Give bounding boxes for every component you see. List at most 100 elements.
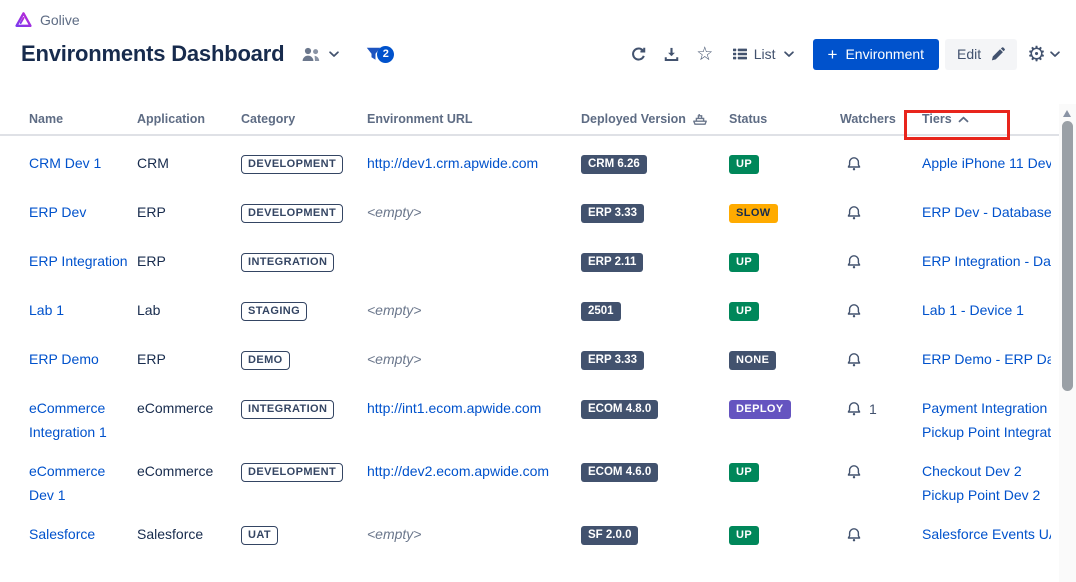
refresh-icon: [630, 46, 647, 63]
watch-button[interactable]: [846, 205, 869, 221]
deployed-version-badge[interactable]: ERP 2.11: [581, 252, 644, 272]
category-badge: STAGING: [241, 301, 308, 321]
favorite-button[interactable]: ☆: [692, 40, 718, 68]
watch-button[interactable]: [846, 352, 869, 368]
filter-button[interactable]: 2: [363, 44, 396, 65]
chevron-down-icon: [782, 47, 796, 61]
category-badge: UAT: [241, 525, 278, 545]
deployed-version-badge[interactable]: 2501: [581, 301, 621, 321]
environment-name-link[interactable]: eCommerce Dev 1: [29, 463, 106, 503]
deployed-version-badge[interactable]: ECOM 4.6.0: [581, 462, 659, 482]
dashboard-toolbar: Environments Dashboard 2: [0, 38, 1076, 70]
status-badge[interactable]: SLOW: [729, 203, 778, 223]
tier-link[interactable]: Pickup Point Integrati..: [922, 424, 1051, 440]
application-label: CRM: [137, 155, 169, 171]
watch-button[interactable]: 1: [846, 401, 877, 417]
deployed-version-badge[interactable]: SF 2.0.0: [581, 525, 639, 545]
tier-link[interactable]: ERP Demo - ERP Data..: [922, 351, 1051, 367]
pencil-icon: [990, 46, 1006, 62]
plus-icon: +: [827, 44, 838, 64]
environment-url-link[interactable]: http://dev1.crm.apwide.com: [367, 155, 539, 171]
new-environment-button[interactable]: + Environment: [812, 38, 940, 70]
environment-name-link[interactable]: eCommerce Integration 1: [29, 400, 107, 440]
status-badge[interactable]: UP: [729, 462, 760, 482]
column-header-environment-url[interactable]: Environment URL: [367, 112, 473, 126]
column-header-category[interactable]: Category: [241, 112, 296, 126]
chevron-down-icon: [327, 47, 341, 61]
deployed-version-badge[interactable]: ECOM 4.8.0: [581, 399, 659, 419]
tier-link[interactable]: Lab 1 - Device 1: [922, 302, 1024, 318]
watch-button[interactable]: [846, 303, 869, 319]
deployed-version-badge[interactable]: ERP 3.33: [581, 203, 645, 223]
export-button[interactable]: [659, 40, 685, 68]
column-header-status[interactable]: Status: [729, 112, 768, 126]
column-header-watchers[interactable]: Watchers: [840, 112, 896, 126]
tier-link[interactable]: Checkout Dev 2: [922, 463, 1022, 479]
table-row: ERP Demo ERP DEMO <empty> ERP 3.33 NONE …: [0, 332, 1059, 381]
environment-name-link[interactable]: ERP Demo: [29, 351, 99, 367]
shared-with-dropdown[interactable]: [298, 44, 343, 65]
environment-name-link[interactable]: CRM Dev 1: [29, 155, 102, 171]
tier-link[interactable]: Salesforce Events UAT: [922, 526, 1051, 542]
table-header-row: Name Application Category Environment UR…: [0, 104, 1059, 136]
ship-icon: [692, 112, 708, 126]
edit-button[interactable]: Edit: [945, 38, 1018, 70]
edit-button-label: Edit: [957, 46, 982, 62]
table-row: eCommerce Dev 1 eCommerce DEVELOPMENT ht…: [0, 454, 1059, 517]
people-icon: [300, 46, 322, 63]
gear-icon: ⚙: [1027, 42, 1046, 66]
category-badge: INTEGRATION: [241, 399, 335, 419]
bell-icon: [847, 157, 861, 171]
watch-button[interactable]: [846, 254, 869, 270]
page-title: Environments Dashboard: [21, 41, 285, 66]
scrollbar-thumb[interactable]: [1062, 121, 1073, 391]
deployed-version-badge[interactable]: CRM 6.26: [581, 154, 647, 174]
column-header-deployed-version[interactable]: Deployed Version: [581, 112, 729, 134]
status-badge[interactable]: UP: [729, 154, 760, 174]
table-row: eCommerce Integration 1 eCommerce INTEGR…: [0, 381, 1059, 454]
status-badge[interactable]: DEPLOY: [729, 399, 791, 419]
environment-url-link[interactable]: http://int1.ecom.apwide.com: [367, 400, 542, 416]
environment-name-link[interactable]: ERP Integration: [29, 253, 128, 269]
star-icon: ☆: [696, 43, 714, 65]
environment-name-link[interactable]: Salesforce: [29, 526, 96, 542]
watch-count: 1: [869, 401, 877, 418]
watch-button[interactable]: [846, 156, 869, 172]
column-header-application[interactable]: Application: [137, 112, 206, 126]
application-label: ERP: [137, 351, 166, 367]
refresh-button[interactable]: [626, 40, 652, 68]
application-label: ERP: [137, 204, 166, 220]
settings-button[interactable]: ⚙: [1025, 42, 1064, 67]
category-badge: DEVELOPMENT: [241, 154, 344, 174]
status-badge[interactable]: UP: [729, 525, 760, 545]
status-badge[interactable]: UP: [729, 252, 760, 272]
sort-ascending-icon: [958, 116, 969, 123]
status-badge[interactable]: UP: [729, 301, 760, 321]
golive-logo-icon: [14, 11, 33, 29]
watch-button[interactable]: [846, 527, 869, 543]
tier-link[interactable]: ERP Integration - Data.: [922, 253, 1051, 269]
environment-name-link[interactable]: Lab 1: [29, 302, 65, 318]
bell-icon: [847, 402, 861, 416]
view-selector[interactable]: List: [730, 42, 798, 66]
tier-link[interactable]: ERP Dev - Database: [922, 204, 1051, 220]
app-brand: Golive: [0, 0, 1076, 30]
watch-button[interactable]: [846, 464, 869, 480]
tier-link[interactable]: Apple iPhone 11 Deve.: [922, 155, 1051, 171]
status-badge[interactable]: NONE: [729, 350, 777, 370]
filter-icon: [365, 46, 382, 62]
scrollbar-up-arrow[interactable]: [1063, 110, 1071, 117]
table-row: ERP Dev ERP DEVELOPMENT <empty> ERP 3.33…: [0, 185, 1059, 234]
deployed-version-badge[interactable]: ERP 3.33: [581, 350, 645, 370]
column-header-name[interactable]: Name: [29, 112, 64, 126]
environment-name-link[interactable]: ERP Dev: [29, 204, 87, 220]
tier-link[interactable]: Pickup Point Dev 2: [922, 487, 1041, 503]
tier-link[interactable]: Payment Integration 1: [922, 400, 1051, 416]
application-label: Lab: [137, 302, 161, 318]
environment-url-link[interactable]: http://dev2.ecom.apwide.com: [367, 463, 550, 479]
table-row: Salesforce Salesforce UAT <empty> SF 2.0…: [0, 517, 1059, 556]
list-view-icon: [732, 46, 748, 62]
column-header-tiers[interactable]: Tiers: [922, 112, 1059, 134]
vertical-scrollbar[interactable]: [1059, 104, 1076, 582]
